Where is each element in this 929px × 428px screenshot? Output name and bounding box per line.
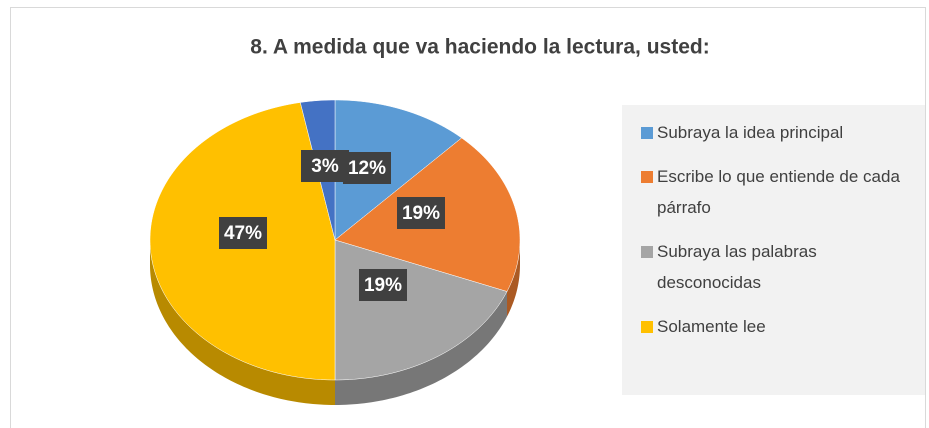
legend-swatch [641,246,653,258]
legend-label: Subraya las palabras desconocidas [657,242,817,292]
data-label: 3% [311,156,339,177]
label-box [343,152,391,184]
slice-side [335,291,508,405]
data-label: 19% [364,275,402,296]
legend-label: Solamente lee [657,317,766,336]
slice [334,99,463,241]
legend-swatch [641,127,653,139]
legend-label: Escribe lo que entiende de cada párrafo [657,167,900,217]
slice-side [507,240,520,317]
label-box [397,197,445,229]
legend: Subraya la idea principal Escribe lo que … [622,105,925,395]
data-label: 12% [348,158,386,179]
label-box [301,150,349,182]
legend-swatch [641,171,653,183]
label-box [219,217,267,249]
chart-title: 8. A medida que va haciendo la lectura, … [250,36,709,59]
slice-side [150,240,335,405]
legend-item: Subraya las palabras desconocidas [641,236,925,298]
legend-swatch [641,321,653,333]
data-label: 19% [402,203,440,224]
legend-item: Subraya la idea principal [641,117,925,148]
legend-label: Subraya la idea principal [657,123,844,142]
legend-item: Escribe lo que entiende de cada párrafo [641,161,925,223]
data-label: 47% [224,223,262,244]
legend-item: Solamente lee [641,311,925,342]
label-box [359,269,407,301]
